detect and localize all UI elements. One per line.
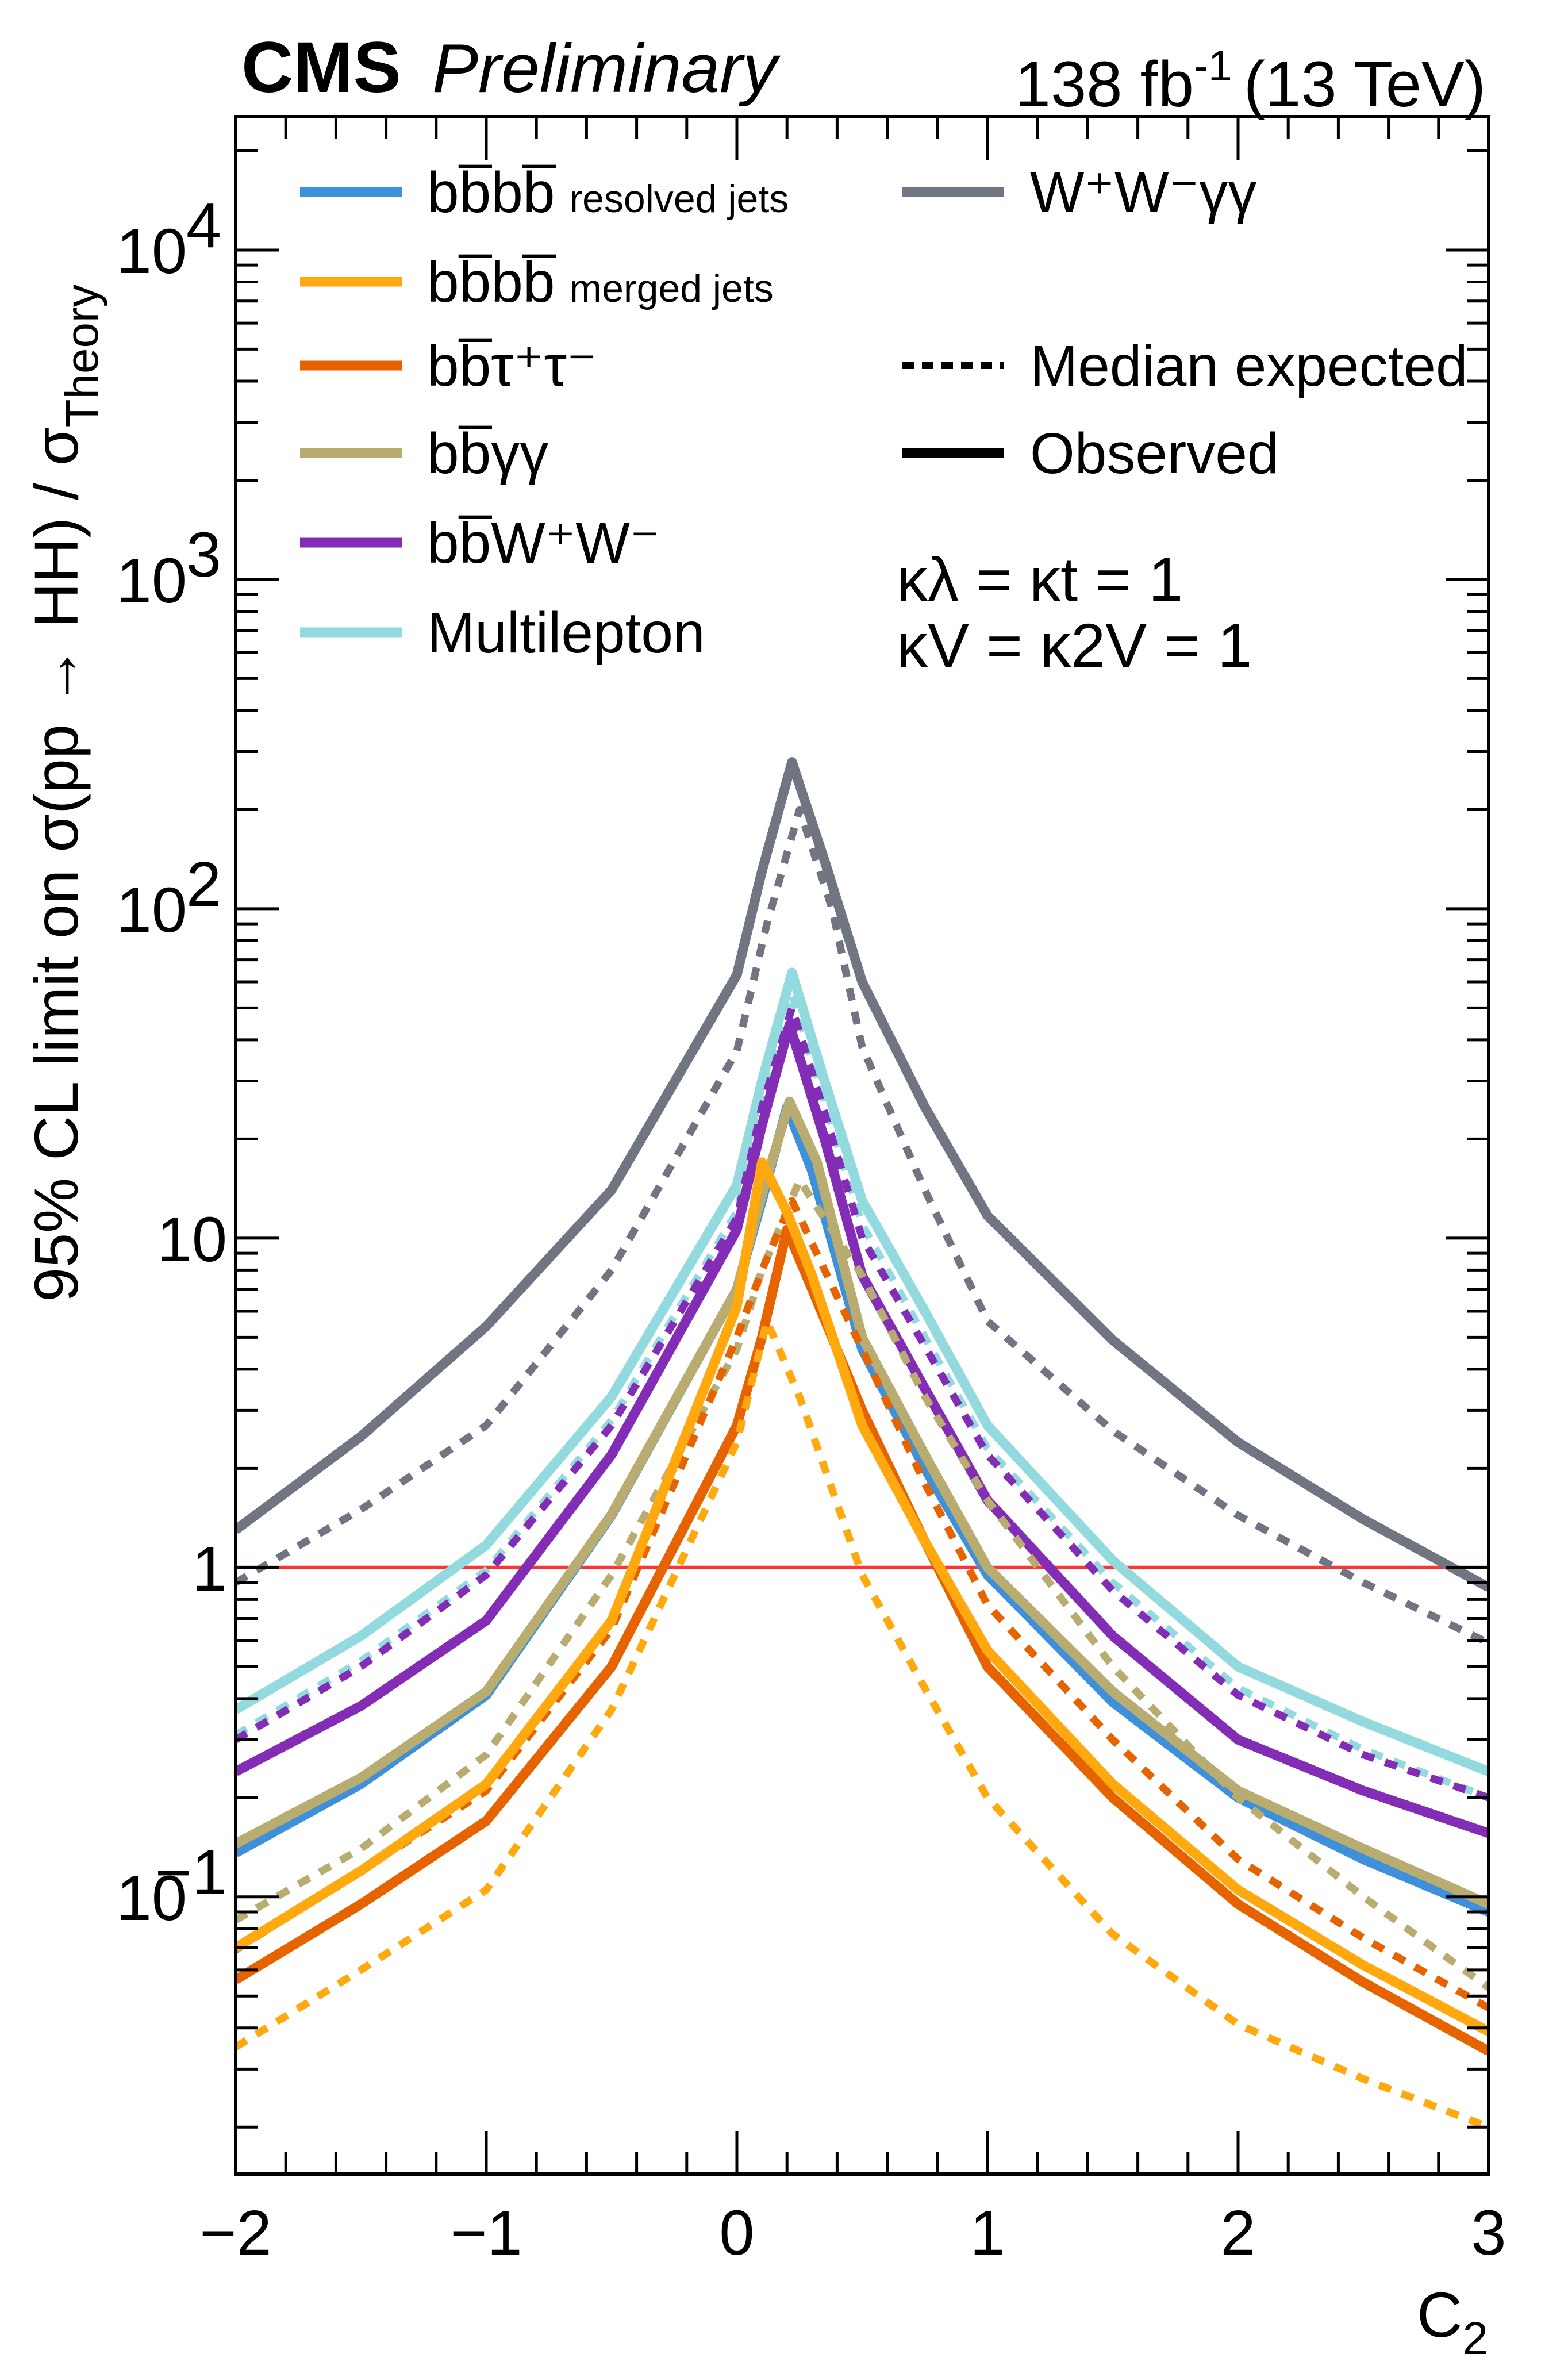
y-tick-label: 1 — [192, 1534, 227, 1604]
plot-area — [236, 757, 1489, 2131]
lumi-exponent: -1 — [1194, 41, 1232, 90]
y-tick-label: 10 — [117, 546, 187, 616]
series-line-bbbb-merged-expected — [236, 1317, 1489, 2131]
y-axis-title: 95% CL limit on σ(pp → HH) / σTheory — [21, 284, 107, 1302]
y-tick-label: 10 — [117, 1863, 187, 1934]
legend-entry: bb̅γγ — [427, 421, 548, 486]
y-axis-title-sub: Theory — [56, 284, 107, 427]
y-tick-exponent: −1 — [155, 1837, 227, 1908]
y-axis-title-main: 95% CL limit on σ(pp → HH) / σ — [21, 427, 91, 1302]
energy-label: (13 TeV) — [1244, 48, 1486, 120]
series-line-multilepton-observed — [236, 967, 1489, 1776]
series-line-bbww-expected — [236, 1004, 1489, 1802]
lumi-value: 138 fb — [1015, 48, 1194, 120]
y-tick-base: 10 — [117, 546, 187, 616]
x-axis-title-sub: 2 — [1462, 2313, 1488, 2354]
legend-label: bb̅bb̅ — [427, 250, 556, 314]
series-line-bbww-observed — [236, 1019, 1489, 1838]
x-tick-label: 2 — [1220, 2198, 1255, 2268]
y-tick-label: 10 — [117, 216, 187, 287]
lumi-label: 138 fb-1 (13 TeV) — [1015, 41, 1486, 120]
legend-label: Multilepton — [427, 601, 705, 665]
legend-label: Observed — [1030, 421, 1279, 486]
legend-sublabel: resolved jets — [569, 177, 789, 221]
series-line-ww-observed — [236, 757, 1489, 1592]
y-tick-base: 10 — [117, 216, 187, 287]
x-tick-label: −1 — [450, 2198, 522, 2268]
series-line-bbbb-merged-observed — [236, 1157, 1489, 2036]
legend-label: Median expected — [1030, 334, 1468, 398]
legend-entry: Multilepton — [427, 601, 705, 665]
preliminary-label: Preliminary — [432, 30, 781, 107]
legend-entry: bb̅bb̅ merged jets — [427, 250, 774, 314]
legend-label: bb̅W⁺W⁻ — [427, 511, 660, 575]
cms-label: CMS — [241, 28, 401, 107]
legend-entry: bb̅τ⁺τ⁻ — [427, 334, 597, 398]
kappa-annotation-1: κλ = κt = 1 — [897, 544, 1183, 614]
legend-entry: bb̅bb̅ resolved jets — [427, 160, 789, 225]
x-axis-title: C2 — [1417, 2280, 1488, 2354]
x-tick-label: 3 — [1471, 2198, 1506, 2268]
legend-label: W⁺W⁻γγ — [1030, 160, 1256, 225]
x-tick-label: 0 — [719, 2198, 754, 2268]
legend-sublabel: merged jets — [569, 267, 773, 310]
legend-label: bb̅bb̅ — [427, 160, 556, 225]
y-tick-label: 10 — [117, 875, 187, 946]
series-line-bb-observed — [236, 1096, 1489, 1909]
legend-label: bb̅γγ — [427, 421, 548, 486]
series-line-bb-expected — [236, 1176, 1489, 1991]
y-tick-exponent: 4 — [186, 190, 221, 261]
y-tick-base: 10 — [117, 1863, 187, 1934]
kappa-annotation-2: κV = κ2V = 1 — [897, 610, 1252, 680]
series-line-ww-expected — [236, 805, 1489, 1646]
y-tick-base: 1 — [192, 1534, 227, 1604]
plot-frame — [234, 115, 1490, 2176]
legend: bb̅bb̅ resolved jets bb̅bb̅ merged jets bb̅τ… — [300, 160, 1468, 665]
x-tick-label: −2 — [199, 2198, 271, 2268]
y-tick-exponent: 2 — [186, 849, 221, 920]
legend-entry: bb̅W⁺W⁻ — [427, 511, 660, 575]
y-tick-base: 10 — [157, 1204, 227, 1275]
x-tick-label: 1 — [970, 2198, 1005, 2268]
legend-label: bb̅τ⁺τ⁻ — [427, 334, 597, 398]
y-tick-base: 10 — [117, 875, 187, 946]
y-tick-label: 10 — [157, 1204, 227, 1275]
x-axis-title-main: C — [1417, 2280, 1462, 2351]
y-tick-exponent: 3 — [186, 520, 221, 590]
